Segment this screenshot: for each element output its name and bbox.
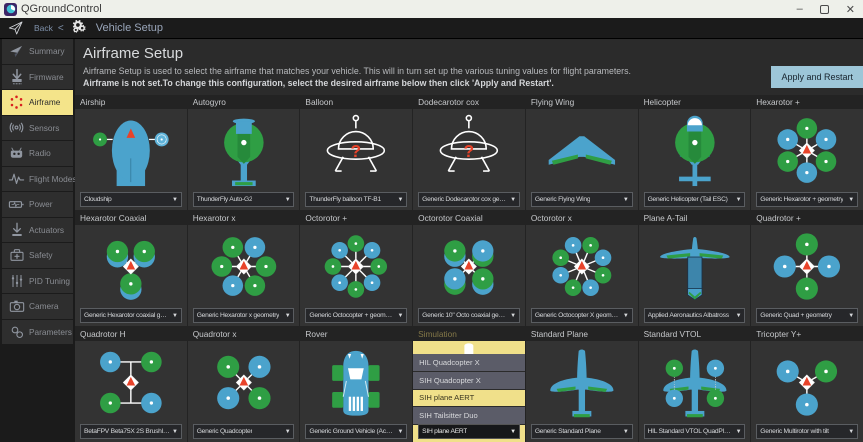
svg-text:?: ? (351, 141, 362, 161)
svg-text:?: ? (464, 141, 475, 161)
